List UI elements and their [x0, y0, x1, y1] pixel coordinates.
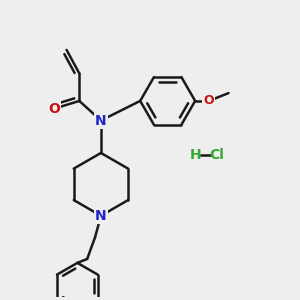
Text: N: N — [95, 114, 107, 128]
Text: Cl: Cl — [209, 148, 224, 162]
Text: O: O — [204, 94, 214, 107]
Text: N: N — [95, 209, 107, 223]
Text: O: O — [48, 102, 60, 116]
Text: H: H — [189, 148, 201, 162]
